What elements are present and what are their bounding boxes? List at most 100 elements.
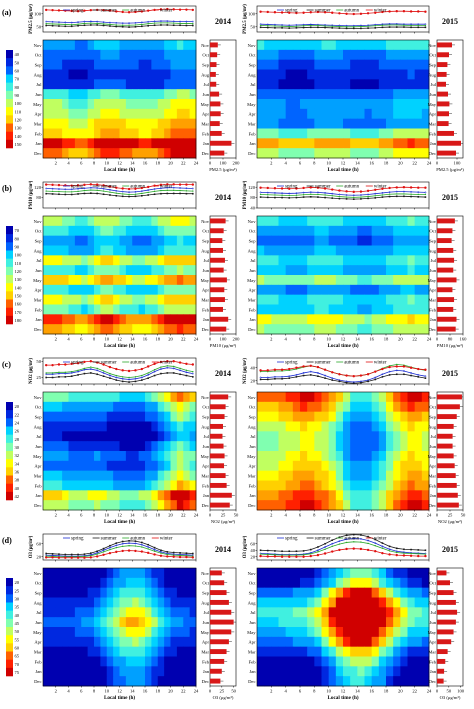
heatmap-cell bbox=[94, 314, 101, 325]
series-point-autumn bbox=[403, 24, 405, 26]
heatmap-cell bbox=[343, 294, 351, 305]
heatmap-cell bbox=[421, 666, 430, 677]
heatmap-cell bbox=[87, 490, 95, 501]
heatmap-x-tick-label: 4 bbox=[285, 513, 288, 518]
heatmap-cell bbox=[125, 265, 133, 276]
heatmap-cell bbox=[157, 324, 165, 335]
series-point-autumn bbox=[128, 545, 130, 547]
heatmap-cell bbox=[119, 275, 127, 286]
series-point-summer bbox=[331, 539, 334, 541]
heatmap-cell bbox=[74, 441, 82, 452]
heatmap-cell bbox=[357, 587, 365, 598]
heatmap-cell bbox=[87, 138, 95, 149]
heatmap-month-label: Feb bbox=[35, 307, 43, 312]
heatmap-cell bbox=[125, 49, 133, 61]
heatmap-cell bbox=[400, 284, 408, 296]
series-line-spring bbox=[260, 369, 426, 383]
heatmap-cell bbox=[407, 470, 416, 481]
heatmap-cell bbox=[100, 607, 108, 618]
series-point-summer bbox=[115, 542, 118, 544]
heatmap-cell bbox=[300, 666, 308, 677]
heatmap-cell bbox=[421, 421, 430, 432]
heatmap-cell bbox=[132, 392, 140, 403]
heatmap-cell bbox=[300, 49, 308, 61]
heatmap-cell bbox=[145, 324, 152, 335]
series-line-spring bbox=[260, 538, 426, 555]
heatmap-cell bbox=[55, 324, 63, 335]
heatmap-cell bbox=[55, 294, 63, 305]
bar-month-label: Sep bbox=[202, 591, 210, 596]
series-point-autumn bbox=[274, 194, 276, 196]
series-point-summer bbox=[141, 25, 143, 28]
heatmap-cell bbox=[285, 597, 294, 608]
heatmap-cell bbox=[183, 79, 191, 90]
heatmap-cell bbox=[119, 265, 127, 276]
heatmap-cell bbox=[378, 265, 387, 276]
heatmap-month-label: Jan bbox=[249, 317, 256, 322]
bar bbox=[437, 238, 452, 244]
series-point-autumn bbox=[317, 551, 319, 553]
heatmap-x-tick-label: 24 bbox=[194, 161, 199, 166]
heatmap-cell bbox=[145, 255, 152, 266]
heatmap-cell bbox=[364, 99, 373, 110]
heatmap-cell bbox=[189, 392, 197, 403]
heatmap-cell bbox=[307, 411, 315, 422]
heatmap-cell bbox=[132, 118, 140, 129]
heatmap-cell bbox=[132, 40, 140, 51]
heatmap-cell bbox=[350, 470, 358, 481]
heatmap-cell bbox=[74, 666, 82, 677]
heatmap-x-tick-label: 20 bbox=[168, 337, 173, 342]
heatmap-cell bbox=[350, 275, 358, 286]
series-point-winter bbox=[89, 8, 93, 12]
series-point-summer bbox=[317, 375, 319, 377]
heatmap-cell bbox=[257, 314, 265, 325]
colorbar-tick-label: 110 bbox=[15, 261, 22, 266]
heatmap-cell bbox=[94, 89, 101, 100]
heatmap-cell bbox=[100, 392, 108, 403]
heatmap-cell bbox=[125, 676, 133, 687]
heatmap-x-tick-label: 2 bbox=[55, 161, 58, 166]
heatmap-x-tick-label: 10 bbox=[104, 513, 109, 518]
colorbar-swatch bbox=[6, 594, 13, 603]
heatmap-cell bbox=[183, 411, 191, 422]
heatmap-cell bbox=[119, 587, 127, 598]
heatmap-cell bbox=[49, 451, 57, 462]
series-point-summer bbox=[64, 193, 67, 196]
heatmap-cell bbox=[55, 480, 63, 491]
series-point-autumn bbox=[90, 555, 92, 557]
heatmap-cell bbox=[189, 294, 197, 305]
heatmap-cell bbox=[292, 235, 301, 246]
heatmap-x-tick-label: 16 bbox=[143, 513, 148, 518]
heatmap-cell bbox=[55, 431, 63, 442]
heatmap-cell bbox=[119, 40, 127, 51]
heatmap-cell bbox=[119, 255, 127, 266]
heatmap-cell bbox=[55, 216, 63, 227]
heatmap-month-label: Jul bbox=[250, 610, 256, 615]
heatmap-cell bbox=[164, 284, 171, 296]
heatmap-cell bbox=[335, 294, 344, 305]
series-point-winter bbox=[115, 367, 118, 371]
heatmap-cell bbox=[371, 470, 380, 481]
series-point-spring bbox=[179, 187, 181, 189]
heatmap-cell bbox=[74, 99, 82, 110]
series-point-summer bbox=[374, 378, 377, 381]
bar bbox=[210, 326, 227, 332]
heatmap-cell bbox=[55, 401, 63, 413]
heatmap-cell bbox=[328, 275, 337, 286]
heatmap-cell bbox=[164, 500, 171, 511]
heatmap-cell bbox=[278, 607, 287, 618]
heatmap-cell bbox=[94, 617, 101, 628]
bar-month-label: Sep bbox=[429, 415, 437, 420]
bar-x-tick-label: 100 bbox=[454, 161, 462, 166]
series-point-winter bbox=[115, 186, 118, 189]
heatmap-cell bbox=[357, 577, 365, 589]
colorbar-swatch bbox=[6, 410, 13, 419]
series-point-autumn bbox=[141, 374, 143, 377]
series-point-autumn bbox=[128, 376, 130, 379]
heatmap-cell bbox=[183, 676, 191, 687]
heatmap-cell bbox=[371, 235, 380, 246]
series-point-autumn bbox=[381, 24, 384, 26]
heatmap-cell bbox=[257, 480, 265, 491]
heatmap-cell bbox=[278, 118, 287, 129]
